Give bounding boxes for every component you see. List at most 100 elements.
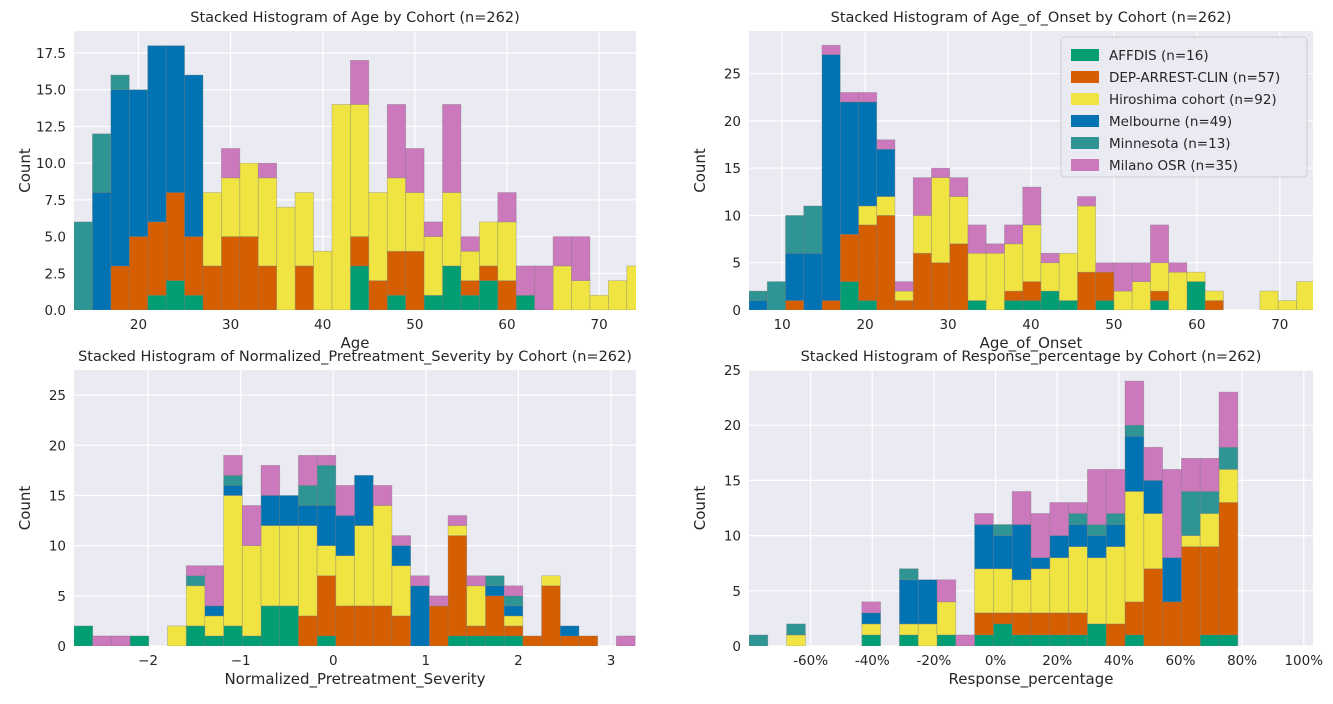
bar-hiroshima-cohort [1011, 579, 1032, 614]
bar-melbourne [184, 74, 204, 237]
legend-item: Minnesota (n=13) [1071, 136, 1231, 152]
bar-hiroshima-cohort [257, 177, 278, 267]
bar-dep-arrest-clin [428, 605, 449, 646]
bar-milano-osr [1162, 469, 1182, 559]
bar-affdis [241, 635, 262, 646]
bar-milano-osr [1199, 457, 1220, 492]
x-tick-label: 30 [222, 317, 239, 333]
bar-dep-arrest-clin [460, 280, 480, 296]
bar-minnesota [803, 205, 823, 254]
bar-hiroshima-cohort [985, 252, 1005, 310]
bar-hiroshima-cohort [239, 162, 259, 237]
bar-milano-osr [466, 575, 486, 587]
bar-hiroshima-cohort [786, 634, 806, 646]
bar-hiroshima-cohort [1068, 546, 1088, 614]
bar-hiroshima-cohort [1199, 513, 1220, 547]
bar-dep-arrest-clin [931, 262, 951, 310]
bar-dep-arrest-clin [202, 265, 222, 310]
bar-dep-arrest-clin [335, 605, 355, 646]
bar-dep-arrest-clin [522, 635, 542, 646]
chart-panel-4: -60% -40% -20% 0% 20% 40% 60% 80% 100% 0 5 10 15 20 25… [691, 349, 1323, 689]
bar-milano-osr [442, 104, 462, 193]
bar-hiroshima-cohort [204, 615, 224, 637]
bar-milano-osr [936, 579, 957, 603]
y-axis-label: Count [691, 148, 709, 193]
bar-dep-arrest-clin [405, 250, 425, 310]
y-tick-label: 7.5 [45, 193, 66, 209]
bar-hiroshima-cohort [335, 555, 355, 607]
legend-frame [1060, 36, 1308, 178]
legend-label: Minnesota (n=13) [1109, 136, 1231, 152]
legend-item: Milano OSR (n=35) [1071, 158, 1238, 174]
bar-affdis [147, 294, 167, 310]
bar-affdis [993, 623, 1013, 646]
legend-label: Melbourne (n=49) [1109, 114, 1232, 130]
bar-melbourne [298, 505, 318, 526]
bar-minnesota [766, 281, 786, 310]
bar-melbourne [858, 101, 878, 207]
bar-milano-osr [298, 454, 318, 486]
bar-dep-arrest-clin [858, 224, 878, 301]
bar-melbourne [503, 605, 524, 617]
bar-dep-arrest-clin [257, 265, 278, 310]
bar-dep-arrest-clin [316, 575, 337, 637]
bar-affdis [515, 294, 536, 310]
bar-milano-osr [1095, 262, 1115, 273]
bar-melbourne [128, 89, 149, 237]
bar-affdis [386, 294, 407, 310]
bar-melbourne [335, 515, 355, 557]
bar-milano-osr [1181, 457, 1201, 492]
bar-hiroshima-cohort [1077, 205, 1097, 273]
bar-minnesota [749, 634, 769, 646]
bar-hiroshima-cohort [1105, 546, 1126, 625]
bar-dep-arrest-clin [1077, 271, 1097, 310]
bar-milano-osr [1124, 380, 1145, 426]
bar-hiroshima-cohort [460, 250, 480, 281]
bar-milano-osr [1105, 469, 1126, 514]
x-tick-label: -40% [855, 653, 890, 669]
bar-hiroshima-cohort [1181, 535, 1201, 547]
bar-melbourne [917, 579, 938, 625]
bar-hiroshima-cohort [541, 575, 561, 587]
bar-hiroshima-cohort [350, 104, 370, 237]
bar-melbourne [391, 545, 411, 567]
bar-hiroshima-cohort [931, 177, 951, 264]
bar-hiroshima-cohort [917, 623, 938, 646]
bar-minnesota [899, 568, 919, 581]
legend-item: Melbourne (n=49) [1071, 114, 1232, 130]
bar-dep-arrest-clin [165, 192, 185, 281]
bar-affdis [1011, 634, 1032, 646]
bar-affdis [260, 605, 281, 646]
bar-milano-osr [894, 281, 914, 292]
legend-swatch [1071, 93, 1099, 105]
bar-hiroshima-cohort [313, 250, 333, 310]
bar-hiroshima-cohort [447, 525, 468, 536]
bar-hiroshima-cohort [608, 280, 628, 310]
bar-dep-arrest-clin [1049, 612, 1069, 636]
bar-hiroshima-cohort [861, 623, 881, 636]
bar-hiroshima-cohort [1259, 290, 1279, 310]
bar-affdis [74, 625, 94, 646]
bar-minnesota [1218, 446, 1239, 470]
bar-hiroshima-cohort [1168, 271, 1188, 310]
bar-milano-osr [949, 177, 969, 197]
bar-dep-arrest-clin [541, 585, 561, 646]
chart-title: Stacked Histogram of Age by Cohort (n=26… [190, 10, 519, 26]
bar-milano-osr [1143, 446, 1163, 481]
bar-melbourne [1087, 535, 1107, 559]
y-tick-label: 5 [57, 589, 66, 605]
y-tick-label: 15 [49, 488, 66, 504]
y-tick-label: 2.5 [45, 266, 66, 282]
bar-affdis [1218, 634, 1239, 646]
bar-hiroshima-cohort [331, 104, 351, 310]
bar-hiroshima-cohort [1004, 243, 1024, 292]
bar-dep-arrest-clin [110, 265, 130, 310]
bar-dep-arrest-clin [466, 625, 486, 637]
bar-affdis [165, 280, 185, 310]
y-tick-label: 12.5 [36, 119, 66, 135]
bar-hiroshima-cohort [899, 623, 919, 636]
y-tick-label: 17.5 [36, 46, 66, 62]
bar-affdis [839, 281, 859, 310]
bar-affdis [1049, 634, 1069, 646]
